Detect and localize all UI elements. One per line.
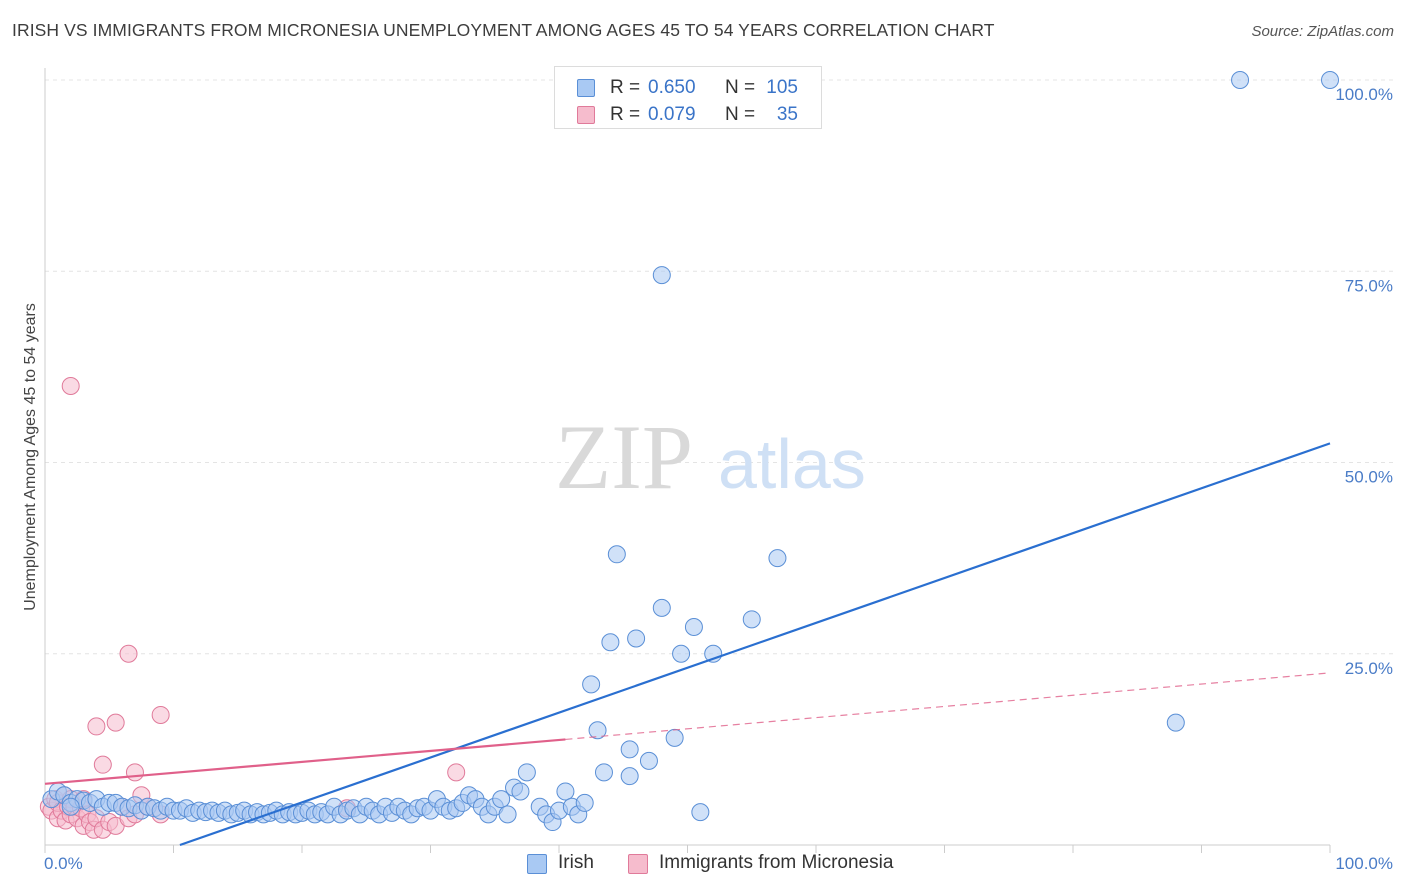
legend-r-label: R = <box>610 104 641 125</box>
irish-point <box>575 793 594 812</box>
x-tick-label: 100.0% <box>1335 854 1393 873</box>
irish-point <box>556 782 575 801</box>
axes <box>44 68 1331 853</box>
legend-swatch-micronesia <box>577 106 595 124</box>
source-label: Source: ZipAtlas.com <box>1251 23 1394 40</box>
micronesia-point <box>87 717 106 736</box>
series-legend: Irish Immigrants from Micronesia <box>0 852 1406 878</box>
irish-point <box>498 805 517 824</box>
irish-point <box>517 763 536 782</box>
legend-swatch-irish <box>577 79 595 97</box>
irish-point <box>652 266 671 285</box>
irish-trendline <box>179 442 1331 847</box>
legend-r-label: R = <box>610 77 641 98</box>
micronesia-trendline-extension <box>565 672 1331 741</box>
micronesia-points <box>39 377 466 839</box>
legend-n-value: 105 <box>766 77 798 98</box>
irish-point <box>684 617 703 636</box>
y-tick-labels: 100.0% 75.0% 50.0% 25.0% <box>1335 85 1393 678</box>
y-tick-label: 25.0% <box>1345 659 1393 678</box>
irish-point <box>1321 71 1339 89</box>
legend-n-label: N = <box>725 77 756 98</box>
irish-point <box>691 803 710 822</box>
chart-title: IRISH VS IMMIGRANTS FROM MICRONESIA UNEM… <box>12 20 995 40</box>
irish-point <box>620 740 639 759</box>
legend-row-irish: R = 0.650 N = 105 <box>555 75 821 103</box>
watermark: ZIP atlas <box>555 406 866 508</box>
micronesia-point <box>119 644 138 663</box>
irish-point <box>1166 713 1185 732</box>
watermark-zip: ZIP <box>555 406 693 508</box>
legend-n-value: 35 <box>776 104 798 125</box>
irish-point <box>607 545 626 564</box>
irish-point <box>511 782 530 801</box>
irish-point <box>627 629 646 648</box>
x-tick-labels: 0.0% 100.0% <box>44 854 1393 873</box>
series-label-irish: Irish <box>558 852 594 873</box>
irish-point <box>1231 71 1250 89</box>
y-tick-label: 75.0% <box>1345 276 1393 295</box>
irish-point <box>652 598 671 617</box>
correlation-legend: R = 0.650 N = 105 R = 0.079 N = 35 <box>554 66 822 129</box>
trendlines <box>44 442 1331 847</box>
micronesia-point <box>125 763 144 782</box>
irish-point <box>742 610 761 629</box>
irish-point <box>492 790 511 809</box>
legend-row-micronesia: R = 0.079 N = 35 <box>555 102 821 130</box>
y-tick-label: 100.0% <box>1335 85 1393 104</box>
irish-point <box>639 751 658 770</box>
irish-point <box>768 549 787 568</box>
irish-point <box>588 721 607 740</box>
watermark-atlas: atlas <box>718 425 866 503</box>
y-tick-label: 50.0% <box>1345 468 1393 487</box>
gridlines <box>45 79 1395 655</box>
micronesia-point <box>447 763 466 782</box>
irish-point <box>594 763 613 782</box>
series-swatch-irish <box>527 854 547 874</box>
irish-point <box>601 633 620 652</box>
micronesia-point <box>93 755 112 774</box>
irish-point <box>582 675 601 694</box>
micronesia-point <box>61 377 80 395</box>
x-tick-label: 0.0% <box>44 854 83 873</box>
irish-point <box>672 644 691 663</box>
legend-r-value: 0.079 <box>648 104 696 125</box>
legend-n-label: N = <box>725 104 756 125</box>
micronesia-point <box>106 713 125 732</box>
irish-point <box>61 797 80 816</box>
series-swatch-micronesia <box>628 854 648 874</box>
legend-r-value: 0.650 <box>648 77 696 98</box>
y-axis-label: Unemployment Among Ages 45 to 54 years <box>22 303 39 611</box>
irish-point <box>620 767 639 786</box>
micronesia-trendline <box>44 738 566 785</box>
series-label-micronesia: Immigrants from Micronesia <box>659 852 894 873</box>
irish-point <box>665 728 684 747</box>
micronesia-point <box>151 705 170 724</box>
